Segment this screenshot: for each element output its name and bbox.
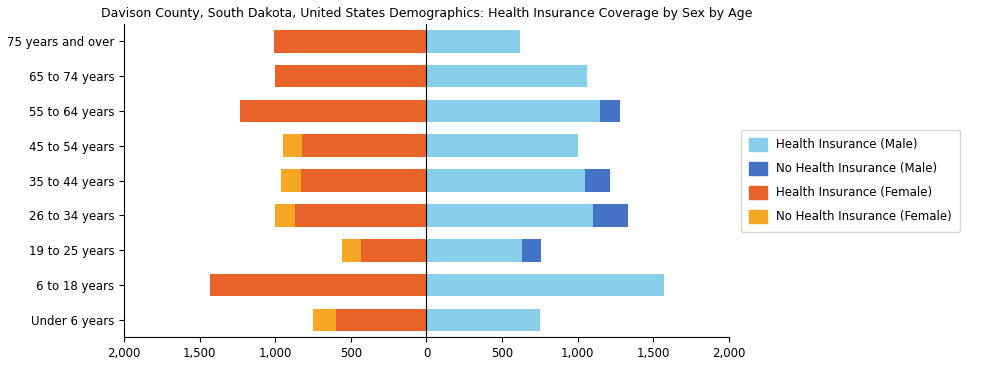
Bar: [210, 274, 427, 297]
Bar: [342, 239, 361, 262]
Bar: [282, 169, 301, 192]
Bar: [302, 134, 427, 157]
Bar: [427, 239, 522, 262]
Bar: [427, 30, 520, 52]
Legend: Health Insurance (Male), No Health Insurance (Male), Health Insurance (Female), : Health Insurance (Male), No Health Insur…: [741, 130, 960, 232]
Bar: [427, 204, 593, 227]
Bar: [336, 309, 427, 331]
Bar: [301, 169, 427, 192]
Bar: [240, 99, 427, 122]
Bar: [427, 99, 601, 122]
Bar: [427, 309, 540, 331]
Bar: [427, 65, 587, 87]
Bar: [427, 274, 664, 297]
Bar: [274, 30, 427, 52]
Bar: [295, 204, 427, 227]
Bar: [585, 169, 610, 192]
Bar: [601, 99, 620, 122]
Bar: [593, 204, 627, 227]
Bar: [427, 134, 577, 157]
Bar: [361, 239, 427, 262]
Bar: [283, 134, 302, 157]
Bar: [427, 169, 585, 192]
Bar: [313, 309, 336, 331]
Title: Davison County, South Dakota, United States Demographics: Health Insurance Cover: Davison County, South Dakota, United Sta…: [100, 7, 753, 20]
Bar: [275, 65, 427, 87]
Bar: [522, 239, 542, 262]
Bar: [275, 204, 295, 227]
